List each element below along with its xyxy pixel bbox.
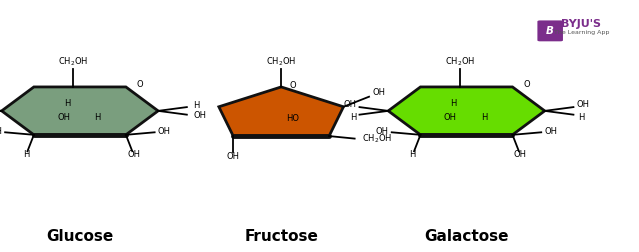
Text: Glucose: Glucose xyxy=(46,229,114,244)
Text: H: H xyxy=(481,113,488,122)
Polygon shape xyxy=(389,87,544,135)
Text: The Learning App: The Learning App xyxy=(554,30,609,35)
FancyBboxPatch shape xyxy=(537,20,563,41)
Text: OH: OH xyxy=(58,113,70,122)
Text: OH: OH xyxy=(193,111,206,120)
Text: O: O xyxy=(523,80,530,89)
Text: H: H xyxy=(95,113,101,122)
Text: CH$_2$OH: CH$_2$OH xyxy=(266,55,296,68)
Text: OH: OH xyxy=(227,152,240,161)
Polygon shape xyxy=(34,129,126,135)
Text: H: H xyxy=(23,150,29,160)
Text: H: H xyxy=(350,113,357,122)
Polygon shape xyxy=(233,130,329,136)
Text: H: H xyxy=(193,101,199,110)
Polygon shape xyxy=(219,87,344,136)
Text: Galactose: Galactose xyxy=(424,229,509,244)
Text: OH: OH xyxy=(343,100,357,109)
Text: OH: OH xyxy=(127,150,140,160)
Text: OH: OH xyxy=(372,88,385,98)
Text: BYJU'S: BYJU'S xyxy=(562,19,601,29)
Text: H: H xyxy=(64,99,70,108)
Text: OH: OH xyxy=(514,150,527,160)
Polygon shape xyxy=(2,87,158,135)
Polygon shape xyxy=(420,129,512,135)
Text: H: H xyxy=(450,99,457,108)
Text: H: H xyxy=(410,150,416,160)
Text: H: H xyxy=(578,113,584,122)
Text: CH$_2$OH: CH$_2$OH xyxy=(445,55,475,68)
Text: OH: OH xyxy=(444,113,457,122)
Text: OH: OH xyxy=(576,100,590,109)
Text: OH: OH xyxy=(376,127,389,136)
Text: HO: HO xyxy=(286,114,299,123)
Text: CH$_2$OH: CH$_2$OH xyxy=(58,55,89,68)
Text: CH$_2$OH: CH$_2$OH xyxy=(362,132,392,145)
Text: O: O xyxy=(137,80,143,89)
Text: OH: OH xyxy=(544,127,557,136)
Text: OH: OH xyxy=(158,127,171,136)
Text: B: B xyxy=(546,26,554,36)
Text: O: O xyxy=(289,81,296,90)
Text: Fructose: Fructose xyxy=(244,229,318,244)
Text: OH: OH xyxy=(0,127,2,136)
